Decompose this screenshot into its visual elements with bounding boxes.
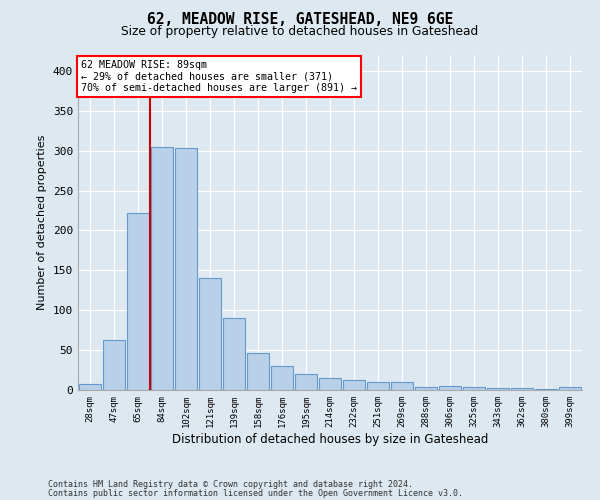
Bar bbox=[127, 213, 149, 390]
X-axis label: Distribution of detached houses by size in Gateshead: Distribution of detached houses by size … bbox=[172, 432, 488, 446]
Text: 62, MEADOW RISE, GATESHEAD, NE9 6GE: 62, MEADOW RISE, GATESHEAD, NE9 6GE bbox=[147, 12, 453, 28]
Bar bbox=[511, 388, 533, 390]
Bar bbox=[103, 340, 125, 390]
Bar bbox=[463, 387, 485, 390]
Bar bbox=[487, 388, 509, 390]
Y-axis label: Number of detached properties: Number of detached properties bbox=[37, 135, 47, 310]
Text: Size of property relative to detached houses in Gateshead: Size of property relative to detached ho… bbox=[121, 25, 479, 38]
Bar bbox=[535, 389, 557, 390]
Bar bbox=[319, 378, 341, 390]
Bar bbox=[559, 387, 581, 390]
Bar bbox=[439, 386, 461, 390]
Bar bbox=[151, 146, 173, 390]
Bar bbox=[175, 148, 197, 390]
Bar bbox=[271, 366, 293, 390]
Bar bbox=[79, 384, 101, 390]
Bar bbox=[247, 352, 269, 390]
Bar bbox=[415, 387, 437, 390]
Text: Contains HM Land Registry data © Crown copyright and database right 2024.: Contains HM Land Registry data © Crown c… bbox=[48, 480, 413, 489]
Bar bbox=[343, 380, 365, 390]
Bar bbox=[367, 382, 389, 390]
Bar bbox=[199, 278, 221, 390]
Bar bbox=[223, 318, 245, 390]
Bar bbox=[391, 382, 413, 390]
Bar bbox=[295, 374, 317, 390]
Text: Contains public sector information licensed under the Open Government Licence v3: Contains public sector information licen… bbox=[48, 488, 463, 498]
Text: 62 MEADOW RISE: 89sqm
← 29% of detached houses are smaller (371)
70% of semi-det: 62 MEADOW RISE: 89sqm ← 29% of detached … bbox=[80, 60, 356, 93]
